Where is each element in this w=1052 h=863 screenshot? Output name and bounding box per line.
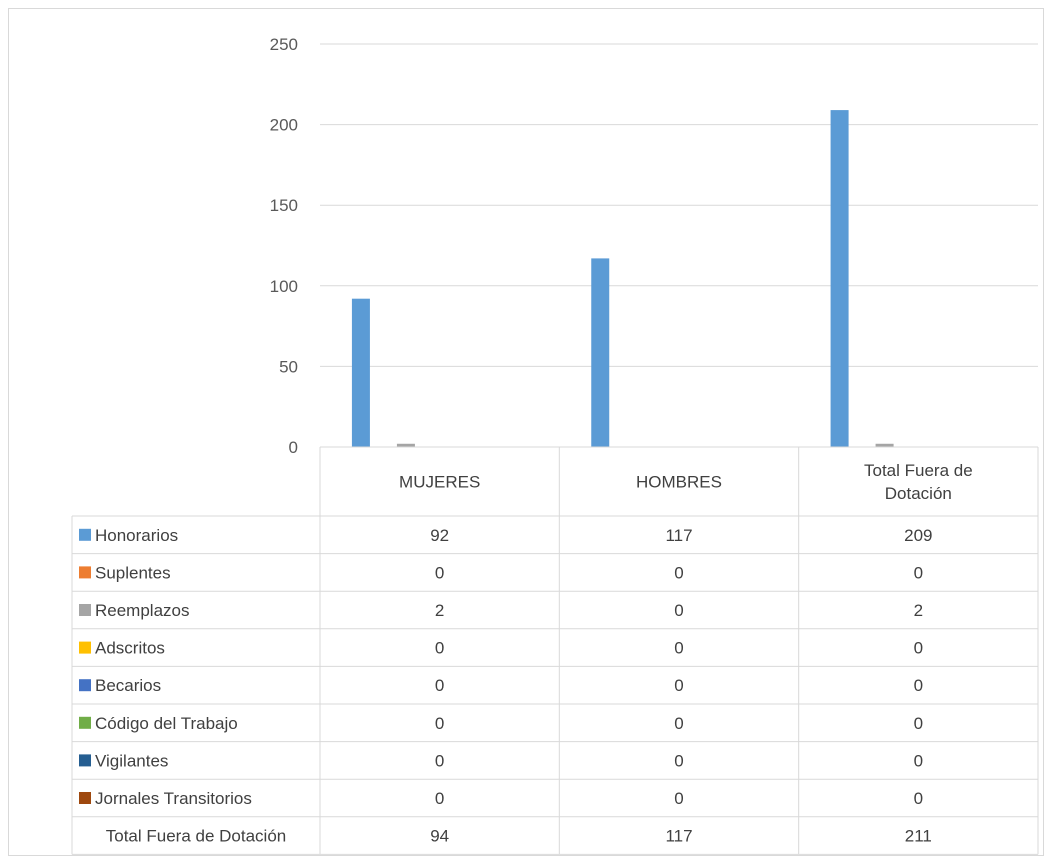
data-label: 0 xyxy=(674,789,683,808)
legend-key xyxy=(79,566,91,579)
x-tick-label: HOMBRES xyxy=(636,473,722,492)
bar xyxy=(591,258,610,447)
legend-label: Reemplazos xyxy=(95,601,190,620)
data-label: 0 xyxy=(435,751,444,770)
y-tick-label: 150 xyxy=(270,196,298,215)
legend-label: Vigilantes xyxy=(95,751,168,770)
x-tick-label: MUJERES xyxy=(399,473,480,492)
data-label: 0 xyxy=(674,714,683,733)
legend-label: Becarios xyxy=(95,676,161,695)
x-tick-label: Total Fuera de Dotación xyxy=(864,461,973,503)
total-value: 211 xyxy=(905,827,932,846)
y-tick-label: 50 xyxy=(279,357,298,376)
data-label: 0 xyxy=(914,676,923,695)
y-tick-label: 250 xyxy=(270,35,298,54)
data-label: 0 xyxy=(914,789,923,808)
data-label: 0 xyxy=(435,639,444,658)
data-label: 2 xyxy=(435,601,444,620)
data-label: 117 xyxy=(665,526,692,545)
bar xyxy=(396,443,415,447)
data-label: 0 xyxy=(674,601,683,620)
data-label: 0 xyxy=(435,676,444,695)
bar xyxy=(830,110,849,447)
y-tick-label: 0 xyxy=(289,438,298,457)
legend-label: Honorarios xyxy=(95,526,178,545)
totals-label: Total Fuera de Dotación xyxy=(106,827,287,846)
total-value: 117 xyxy=(665,827,692,846)
bar xyxy=(351,298,370,447)
legend-key xyxy=(79,754,91,767)
legend-label: Código del Trabajo xyxy=(95,714,238,733)
legend-label: Jornales Transitorios xyxy=(95,789,252,808)
legend-key xyxy=(79,679,91,692)
legend-key xyxy=(79,792,91,804)
data-label: 0 xyxy=(674,639,683,658)
data-label: 0 xyxy=(435,563,444,582)
data-label: 0 xyxy=(914,751,923,770)
data-label: 0 xyxy=(914,714,923,733)
data-label: 0 xyxy=(435,789,444,808)
legend-label: Adscritos xyxy=(95,639,165,658)
legend-key xyxy=(79,641,91,654)
total-value: 94 xyxy=(430,827,449,846)
legend-key xyxy=(79,528,91,541)
data-label: 0 xyxy=(674,563,683,582)
data-label: 0 xyxy=(435,714,444,733)
legend-key xyxy=(79,716,91,729)
data-label: 209 xyxy=(904,526,932,545)
data-label: 0 xyxy=(914,639,923,658)
legend-label: Suplentes xyxy=(95,563,171,582)
data-label: 0 xyxy=(674,751,683,770)
data-label: 92 xyxy=(430,526,449,545)
bar xyxy=(875,443,894,447)
data-label: 0 xyxy=(674,676,683,695)
chart-frame xyxy=(8,8,1044,856)
legend-key xyxy=(79,604,91,616)
data-label: 2 xyxy=(914,601,923,620)
y-tick-label: 100 xyxy=(270,277,298,296)
y-tick-label: 200 xyxy=(270,116,298,135)
data-label: 0 xyxy=(914,563,923,582)
